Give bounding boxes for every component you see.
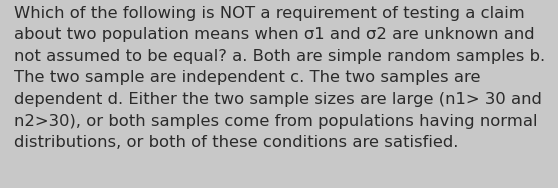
Text: Which of the following is NOT a requirement of testing a claim
about two populat: Which of the following is NOT a requirem… xyxy=(14,6,545,150)
